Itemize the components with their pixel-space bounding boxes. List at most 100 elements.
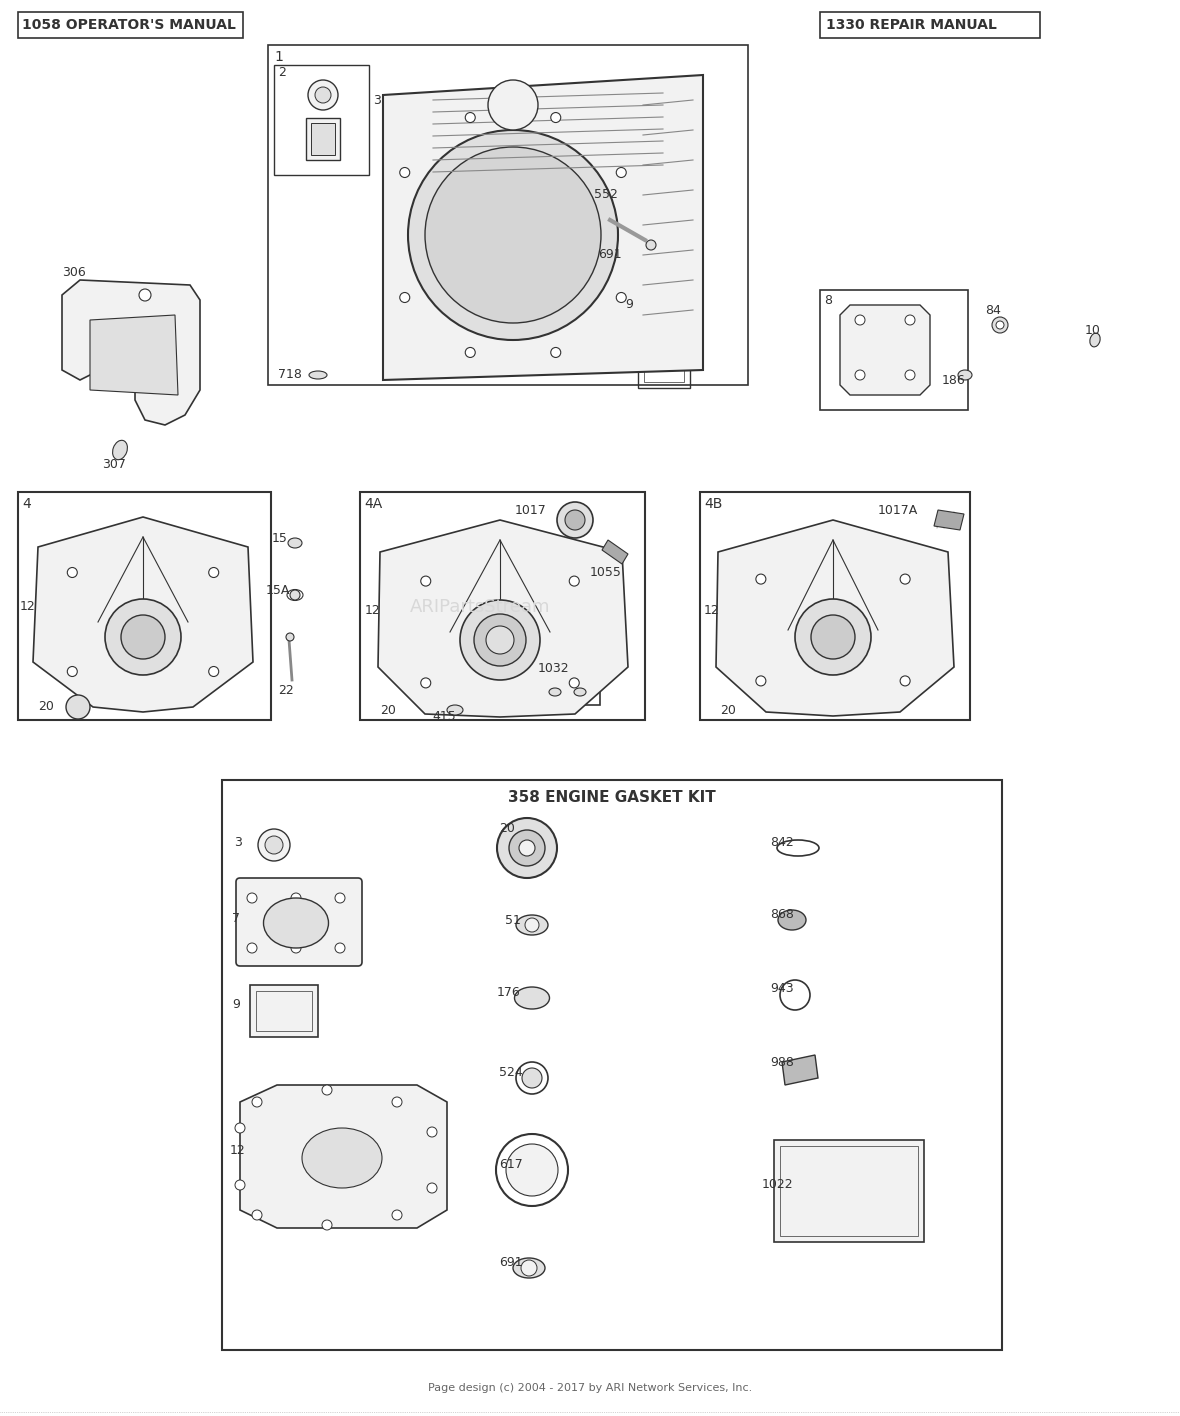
Ellipse shape: [549, 688, 560, 697]
Circle shape: [465, 347, 476, 357]
Text: 868: 868: [771, 908, 794, 920]
Text: 84: 84: [985, 303, 1001, 317]
Circle shape: [421, 678, 431, 688]
Circle shape: [421, 576, 431, 586]
Circle shape: [427, 1127, 437, 1137]
Polygon shape: [90, 314, 178, 395]
Circle shape: [335, 943, 345, 953]
Circle shape: [105, 599, 181, 675]
Circle shape: [474, 615, 526, 666]
Text: 2: 2: [278, 67, 286, 79]
Circle shape: [522, 1260, 537, 1276]
Circle shape: [335, 893, 345, 903]
Text: 12: 12: [365, 603, 381, 616]
Circle shape: [565, 510, 585, 530]
Text: 8: 8: [824, 293, 832, 306]
Polygon shape: [33, 517, 253, 712]
Circle shape: [139, 289, 151, 302]
Ellipse shape: [514, 987, 550, 1010]
Text: 20: 20: [720, 704, 736, 716]
Text: 1032: 1032: [538, 661, 570, 674]
Circle shape: [856, 314, 865, 326]
Text: 51: 51: [505, 913, 520, 926]
Bar: [700, 491, 970, 719]
Text: 1017: 1017: [514, 504, 546, 517]
Circle shape: [465, 112, 476, 123]
Bar: [644, 316, 684, 382]
Text: 12: 12: [230, 1144, 245, 1157]
Text: 1058 OPERATOR'S MANUAL: 1058 OPERATOR'S MANUAL: [22, 18, 236, 33]
Text: 15A: 15A: [266, 583, 290, 596]
Circle shape: [308, 79, 337, 110]
Circle shape: [551, 112, 560, 123]
Circle shape: [497, 818, 557, 878]
Ellipse shape: [288, 538, 302, 548]
Circle shape: [322, 1221, 332, 1231]
Ellipse shape: [263, 898, 328, 947]
Ellipse shape: [513, 1257, 545, 1279]
Circle shape: [209, 667, 218, 677]
Circle shape: [756, 573, 766, 583]
Circle shape: [557, 503, 594, 538]
Text: 1017A: 1017A: [878, 504, 918, 517]
Text: 617: 617: [499, 1158, 523, 1171]
Text: 3: 3: [373, 93, 381, 106]
Circle shape: [392, 1097, 402, 1107]
Circle shape: [253, 1097, 262, 1107]
Text: 691: 691: [499, 1256, 523, 1269]
Text: 7: 7: [232, 912, 240, 925]
Circle shape: [900, 675, 910, 685]
Circle shape: [66, 695, 90, 719]
Circle shape: [253, 1211, 262, 1221]
Polygon shape: [63, 280, 199, 425]
Circle shape: [996, 321, 1004, 329]
Text: 1055: 1055: [590, 565, 622, 579]
Circle shape: [400, 167, 409, 177]
Circle shape: [569, 678, 579, 688]
Circle shape: [551, 347, 560, 357]
Polygon shape: [602, 539, 628, 564]
Polygon shape: [240, 1085, 447, 1228]
Circle shape: [67, 568, 77, 578]
Text: 306: 306: [63, 266, 86, 279]
Text: 10: 10: [1084, 323, 1101, 337]
Bar: [638, 310, 690, 388]
Text: 4: 4: [22, 497, 31, 511]
Text: 988: 988: [771, 1056, 794, 1069]
Ellipse shape: [309, 371, 327, 379]
Circle shape: [392, 1211, 402, 1221]
Text: 842: 842: [771, 835, 794, 848]
Text: 4A: 4A: [363, 497, 382, 511]
Bar: [535, 660, 599, 705]
Circle shape: [811, 615, 856, 658]
Circle shape: [290, 590, 300, 600]
Circle shape: [795, 599, 871, 675]
Text: 1: 1: [274, 50, 283, 64]
Text: 12: 12: [704, 603, 720, 616]
Bar: [274, 65, 369, 176]
Text: 22: 22: [278, 684, 294, 697]
Text: 1022: 1022: [762, 1178, 794, 1191]
Text: 4B: 4B: [704, 497, 722, 511]
Text: 718: 718: [278, 368, 302, 381]
Text: 176: 176: [497, 986, 520, 998]
Bar: [18, 11, 243, 38]
Circle shape: [235, 1180, 245, 1189]
Text: 20: 20: [38, 701, 54, 714]
Circle shape: [506, 1144, 558, 1197]
Circle shape: [408, 130, 618, 340]
Polygon shape: [782, 1055, 818, 1085]
Ellipse shape: [112, 440, 127, 460]
Circle shape: [235, 1123, 245, 1133]
Circle shape: [645, 239, 656, 251]
Polygon shape: [384, 75, 703, 379]
Circle shape: [291, 943, 301, 953]
Ellipse shape: [1090, 333, 1100, 347]
Text: 415: 415: [432, 709, 455, 722]
Text: 12: 12: [20, 600, 35, 613]
Text: 3: 3: [234, 835, 242, 848]
Bar: [820, 11, 1040, 38]
Circle shape: [209, 568, 218, 578]
Circle shape: [992, 317, 1008, 333]
Polygon shape: [840, 304, 930, 395]
